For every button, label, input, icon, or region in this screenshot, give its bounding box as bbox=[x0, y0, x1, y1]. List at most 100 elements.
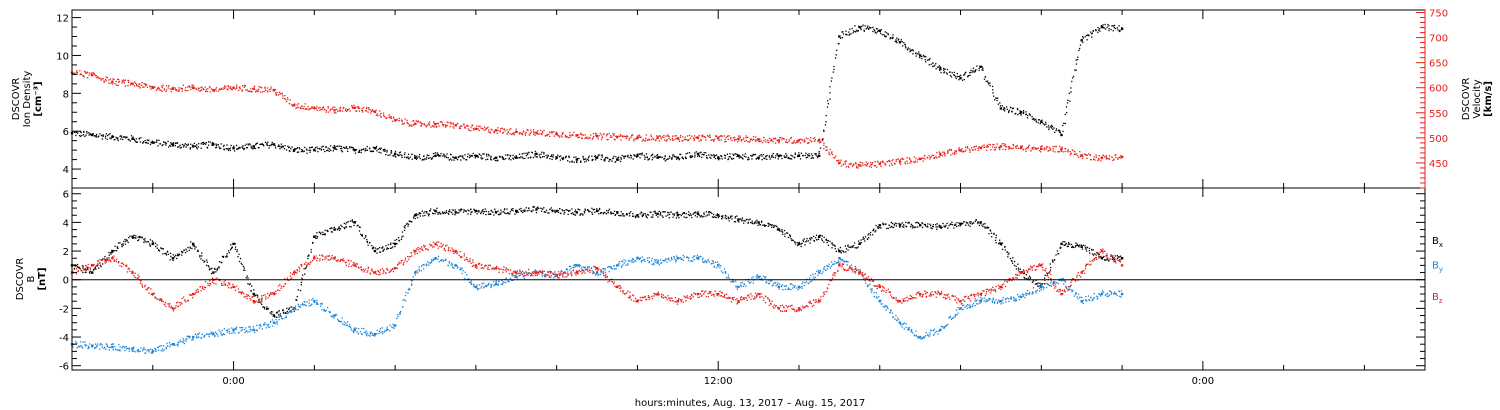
velocity-tick-label-6: 750 bbox=[1429, 9, 1448, 20]
data-point bbox=[515, 209, 518, 213]
data-point bbox=[212, 271, 215, 274]
data-point bbox=[1019, 295, 1023, 299]
data-point bbox=[151, 292, 154, 296]
data-point bbox=[1060, 133, 1063, 137]
data-point bbox=[252, 300, 255, 303]
data-point bbox=[1120, 292, 1124, 296]
data-point bbox=[676, 214, 680, 217]
data-point bbox=[494, 267, 498, 270]
density-tick-label-2: 8 bbox=[63, 89, 69, 100]
data-point bbox=[171, 257, 175, 260]
data-point bbox=[1019, 271, 1023, 274]
data-point bbox=[1040, 120, 1043, 123]
data-point bbox=[494, 129, 498, 132]
data-point bbox=[676, 300, 680, 303]
data-point bbox=[777, 154, 780, 158]
legend-subscript: z bbox=[1439, 297, 1443, 305]
data-point bbox=[1019, 111, 1023, 114]
data-point bbox=[616, 158, 619, 161]
data-point bbox=[1120, 257, 1124, 260]
data-point bbox=[292, 148, 296, 152]
data-point bbox=[333, 147, 336, 150]
b-field-tick-label-0: -6 bbox=[59, 362, 69, 373]
b-field-axis-title-line-0: DSCOVR bbox=[15, 258, 26, 301]
data-point bbox=[414, 249, 417, 253]
legend-bx: Bx bbox=[1432, 236, 1443, 249]
data-point bbox=[90, 133, 94, 137]
data-point bbox=[616, 264, 619, 267]
legend-bz: Bz bbox=[1432, 292, 1443, 305]
b-field-tick-label-4: 2 bbox=[63, 247, 69, 258]
data-point bbox=[333, 109, 336, 112]
plot-frames bbox=[71, 9, 1426, 371]
data-point bbox=[656, 136, 659, 140]
data-point bbox=[1019, 146, 1023, 150]
data-point bbox=[959, 149, 962, 152]
data-point bbox=[252, 87, 255, 90]
b-field-axis-title-line-2: [nT] bbox=[37, 267, 48, 290]
b-field-tick-label-3: 0 bbox=[63, 276, 69, 287]
legend-subscript: x bbox=[1439, 241, 1443, 249]
data-point bbox=[131, 235, 134, 238]
data-point bbox=[535, 271, 538, 274]
data-point bbox=[797, 307, 801, 310]
data-point bbox=[111, 80, 114, 83]
data-point bbox=[939, 328, 942, 332]
velocity-tick-label-1: 500 bbox=[1429, 134, 1448, 145]
data-point bbox=[1060, 292, 1063, 296]
data-point bbox=[616, 285, 619, 289]
data-point bbox=[999, 285, 1003, 289]
data-point bbox=[494, 156, 498, 159]
data-point bbox=[757, 275, 760, 279]
data-point bbox=[737, 300, 740, 303]
data-point bbox=[515, 275, 518, 279]
density-axis-title: DSCOVR Ion Density [cm⁻³] bbox=[11, 71, 44, 128]
data-point bbox=[292, 307, 296, 310]
legend-base: B bbox=[1432, 236, 1439, 247]
data-point bbox=[292, 271, 296, 274]
velocity-tick-label-4: 650 bbox=[1429, 59, 1448, 70]
data-point bbox=[434, 154, 437, 158]
data-point bbox=[959, 222, 962, 226]
data-point bbox=[616, 135, 619, 139]
data-point bbox=[575, 211, 579, 214]
data-point bbox=[918, 54, 922, 57]
data-point bbox=[636, 214, 639, 217]
data-point bbox=[454, 264, 457, 267]
data-point bbox=[1100, 249, 1104, 253]
data-point bbox=[838, 249, 841, 253]
series-series-1 bbox=[70, 70, 1124, 169]
data-point bbox=[999, 242, 1003, 246]
data-point bbox=[717, 156, 720, 159]
data-point bbox=[232, 285, 235, 289]
data-point bbox=[272, 321, 276, 324]
data-point bbox=[656, 292, 659, 296]
data-point bbox=[474, 209, 478, 213]
data-point bbox=[575, 134, 579, 137]
velocity-tick-label-2: 550 bbox=[1429, 109, 1448, 120]
data-point bbox=[414, 214, 417, 217]
data-point bbox=[757, 138, 760, 141]
data-point bbox=[918, 157, 922, 161]
legend-base: B bbox=[1432, 260, 1439, 271]
data-point bbox=[838, 257, 841, 260]
legend-subscript: y bbox=[1439, 265, 1443, 273]
bottom-panel-frame bbox=[71, 187, 1426, 371]
data-point bbox=[434, 242, 437, 246]
data-point bbox=[212, 332, 215, 336]
data-point bbox=[797, 285, 801, 289]
data-point bbox=[212, 143, 215, 146]
data-point bbox=[737, 154, 740, 158]
data-point bbox=[111, 135, 114, 139]
data-point bbox=[313, 257, 316, 260]
data-point bbox=[191, 145, 195, 148]
data-point bbox=[454, 124, 457, 127]
b-field-axis-title: DSCOVR B [nT] bbox=[15, 258, 48, 301]
data-point bbox=[131, 82, 134, 85]
data-point bbox=[575, 264, 579, 267]
data-point bbox=[656, 156, 659, 159]
density-tick-label-1: 6 bbox=[63, 127, 69, 138]
data-point bbox=[151, 242, 154, 246]
x-axis-title: hours:minutes, Aug. 13, 2017 – Aug. 15, … bbox=[635, 398, 866, 409]
data-point bbox=[555, 209, 558, 213]
